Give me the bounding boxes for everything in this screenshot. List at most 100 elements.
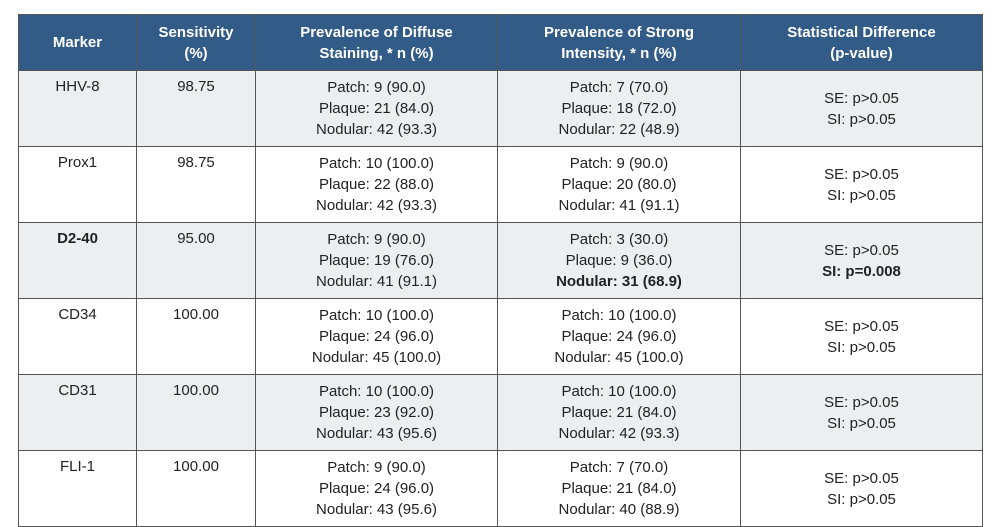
- diffuse-cell: Patch: 10 (100.0) Plaque: 22 (88.0) Nodula…: [255, 146, 498, 223]
- diffuse-text: Plaque: 21 (84.0): [318, 100, 435, 117]
- header-text: Prevalence of Diffuse: [300, 23, 453, 41]
- header-cell: Sensitivity (%): [136, 14, 256, 71]
- strong-text: Nodular: 41 (91.1): [558, 197, 680, 214]
- strong-text: Plaque: 9 (36.0): [565, 252, 673, 269]
- diffuse-text: Nodular: 41 (91.1): [316, 273, 437, 290]
- header-cell: Marker: [18, 14, 137, 71]
- header-text: (%): [184, 44, 208, 62]
- diffuse-text: Patch: 9 (90.0): [327, 459, 426, 476]
- difference-text: SE: p>0.05: [824, 165, 899, 183]
- strong-cell: Patch: 3 (30.0) Plaque: 9 (36.0) Nodular: …: [497, 222, 741, 299]
- difference-text: SI: p=0.008: [822, 262, 901, 280]
- diffuse-cell: Patch: 9 (90.0) Plaque: 24 (96.0) Nodular:…: [255, 450, 498, 527]
- marker-cell: D2-40: [18, 222, 137, 299]
- difference-text: SI: p>0.05: [827, 186, 896, 204]
- table-row: D2-40 95.00 Patch: 9 (90.0) Plaque: 19 (76.…: [18, 222, 983, 299]
- data-table: Marker Sensitivity (%) Prevalence of Diffus…: [18, 14, 983, 527]
- table-row: CD31 100.00 Patch: 10 (100.0) Plaque: 23 (9…: [18, 374, 983, 451]
- strong-text: Patch: 9 (90.0): [569, 155, 669, 172]
- difference-cell: SE: p>0.05 SI: p>0.05: [740, 450, 983, 527]
- header-text: Intensity, * n (%): [561, 44, 677, 62]
- strong-cell: Patch: 7 (70.0) Plaque: 18 (72.0) Nodular:…: [497, 70, 741, 147]
- diffuse-cell: Patch: 9 (90.0) Plaque: 21 (84.0) Nodular:…: [255, 70, 498, 147]
- page: Marker Sensitivity (%) Prevalence of Diffus…: [18, 14, 983, 527]
- header-text: Marker: [52, 34, 103, 51]
- header-text: Prevalence of Strong: [543, 23, 695, 41]
- sensitivity-cell: 95.00: [136, 222, 256, 299]
- diffuse-text: Plaque: 23 (92.0): [318, 404, 435, 421]
- sensitivity-cell: 98.75: [136, 70, 256, 147]
- strong-text: Plaque: 21 (84.0): [561, 404, 677, 421]
- diffuse-text: Nodular: 42 (93.3): [316, 121, 437, 138]
- diffuse-text: Plaque: 24 (96.0): [318, 480, 435, 497]
- diffuse-cell: Patch: 9 (90.0) Plaque: 19 (76.0) Nodular:…: [255, 222, 498, 299]
- strong-text: Plaque: 24 (96.0): [561, 328, 677, 345]
- table-row: Prox1 98.75 Patch: 10 (100.0) Plaque: 22 (8…: [18, 146, 983, 223]
- difference-cell: SE: p>0.05 SI: p>0.05: [740, 298, 983, 375]
- strong-text: Plaque: 21 (84.0): [561, 480, 677, 497]
- strong-text: Nodular: 45 (100.0): [554, 349, 684, 366]
- strong-cell: Patch: 10 (100.0) Plaque: 21 (84.0) Nodula…: [497, 374, 741, 451]
- difference-cell: SE: p>0.05 SI: p>0.05: [740, 374, 983, 451]
- diffuse-text: Patch: 9 (90.0): [327, 231, 426, 248]
- difference-text: SE: p>0.05: [824, 241, 899, 259]
- strong-text: Plaque: 20 (80.0): [561, 176, 677, 193]
- strong-text: Nodular: 40 (88.9): [558, 501, 680, 518]
- difference-text: SE: p>0.05: [824, 317, 899, 335]
- difference-text: SI: p>0.05: [827, 414, 896, 432]
- header-row: Marker Sensitivity (%) Prevalence of Diffus…: [18, 14, 983, 71]
- marker-cell: CD31: [18, 374, 137, 451]
- diffuse-text: Patch: 9 (90.0): [327, 79, 426, 96]
- strong-text: Patch: 7 (70.0): [569, 459, 669, 476]
- diffuse-text: Plaque: 24 (96.0): [318, 328, 435, 345]
- difference-cell: SE: p>0.05 SI: p=0.008: [740, 222, 983, 299]
- difference-cell: SE: p>0.05 SI: p>0.05: [740, 146, 983, 223]
- strong-cell: Patch: 10 (100.0) Plaque: 24 (96.0) Nodula…: [497, 298, 741, 375]
- header-cell: Prevalence of Diffuse Staining, * n (%): [255, 14, 498, 71]
- difference-text: SE: p>0.05: [824, 469, 899, 487]
- strong-cell: Patch: 9 (90.0) Plaque: 20 (80.0) Nodular:…: [497, 146, 741, 223]
- header-text: Staining, * n (%): [319, 44, 434, 62]
- table-row: FLI-1 100.00 Patch: 9 (90.0) Plaque: 24 (96…: [18, 450, 983, 527]
- diffuse-text: Patch: 10 (100.0): [318, 155, 435, 172]
- diffuse-text: Nodular: 42 (93.3): [316, 197, 437, 214]
- diffuse-text: Patch: 10 (100.0): [318, 307, 435, 324]
- difference-text: SI: p>0.05: [827, 110, 896, 128]
- strong-text: Patch: 10 (100.0): [561, 383, 677, 400]
- difference-text: SE: p>0.05: [824, 89, 899, 107]
- diffuse-text: Plaque: 19 (76.0): [318, 252, 435, 269]
- marker-cell: HHV-8: [18, 70, 137, 147]
- strong-text: Plaque: 18 (72.0): [561, 100, 677, 117]
- table-row: HHV-8 98.75 Patch: 9 (90.0) Plaque: 21 (84.…: [18, 70, 983, 147]
- difference-text: SI: p>0.05: [827, 338, 896, 356]
- table-row: CD34 100.00 Patch: 10 (100.0) Plaque: 24 (9…: [18, 298, 983, 375]
- difference-text: SE: p>0.05: [824, 393, 899, 411]
- header-text: Sensitivity: [158, 23, 234, 41]
- marker-cell: FLI-1: [18, 450, 137, 527]
- strong-text: Patch: 10 (100.0): [561, 307, 677, 324]
- header-text: Statistical Difference: [787, 23, 936, 41]
- sensitivity-cell: 100.00: [136, 298, 256, 375]
- marker-cell: Prox1: [18, 146, 137, 223]
- diffuse-text: Nodular: 43 (95.6): [316, 425, 437, 442]
- strong-text: Nodular: 22 (48.9): [558, 121, 680, 138]
- sensitivity-cell: 100.00: [136, 450, 256, 527]
- sensitivity-cell: 100.00: [136, 374, 256, 451]
- diffuse-cell: Patch: 10 (100.0) Plaque: 24 (96.0) Nodula…: [255, 298, 498, 375]
- strong-cell: Patch: 7 (70.0) Plaque: 21 (84.0) Nodular:…: [497, 450, 741, 527]
- diffuse-cell: Patch: 10 (100.0) Plaque: 23 (92.0) Nodula…: [255, 374, 498, 451]
- sensitivity-cell: 98.75: [136, 146, 256, 223]
- header-cell: Prevalence of Strong Intensity, * n (%): [497, 14, 741, 71]
- diffuse-text: Plaque: 22 (88.0): [318, 176, 435, 193]
- header-cell: Statistical Difference (p-value): [740, 14, 983, 71]
- strong-text: Patch: 7 (70.0): [569, 79, 669, 96]
- diffuse-text: Nodular: 43 (95.6): [316, 501, 437, 518]
- strong-text: Nodular: 31 (68.9): [556, 273, 682, 290]
- strong-text: Patch: 3 (30.0): [569, 231, 669, 248]
- diffuse-text: Patch: 10 (100.0): [318, 383, 435, 400]
- marker-cell: CD34: [18, 298, 137, 375]
- table-body: HHV-8 98.75 Patch: 9 (90.0) Plaque: 21 (84.…: [18, 70, 983, 527]
- diffuse-text: Nodular: 45 (100.0): [311, 349, 442, 366]
- header-text: (p-value): [830, 44, 893, 62]
- strong-text: Nodular: 42 (93.3): [558, 425, 680, 442]
